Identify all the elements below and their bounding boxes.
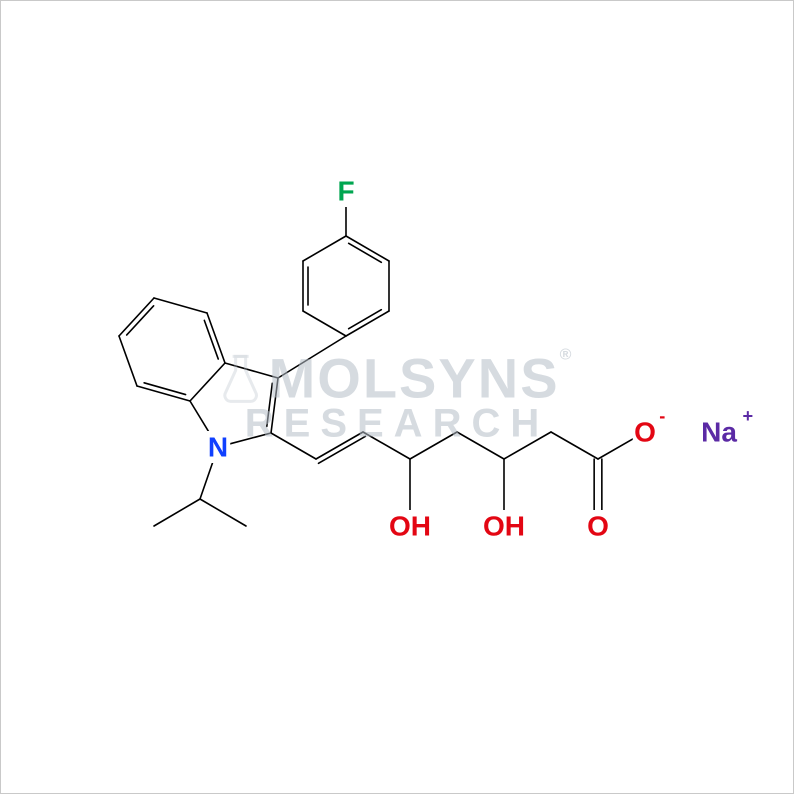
svg-text:F: F (337, 176, 354, 207)
svg-text:-: - (659, 406, 665, 426)
svg-text:OH: OH (389, 511, 431, 542)
svg-text:N: N (208, 432, 228, 463)
svg-text:O: O (634, 417, 656, 448)
svg-text:O: O (587, 511, 609, 542)
molecule-svg: FNOHOHOO-Na+ (1, 1, 794, 795)
svg-text:OH: OH (483, 511, 525, 542)
diagram-canvas: MOLSYNS® RESEARCH FNOHOHOO-Na+ (0, 0, 794, 794)
svg-text:Na: Na (701, 417, 737, 448)
svg-text:+: + (742, 406, 753, 426)
